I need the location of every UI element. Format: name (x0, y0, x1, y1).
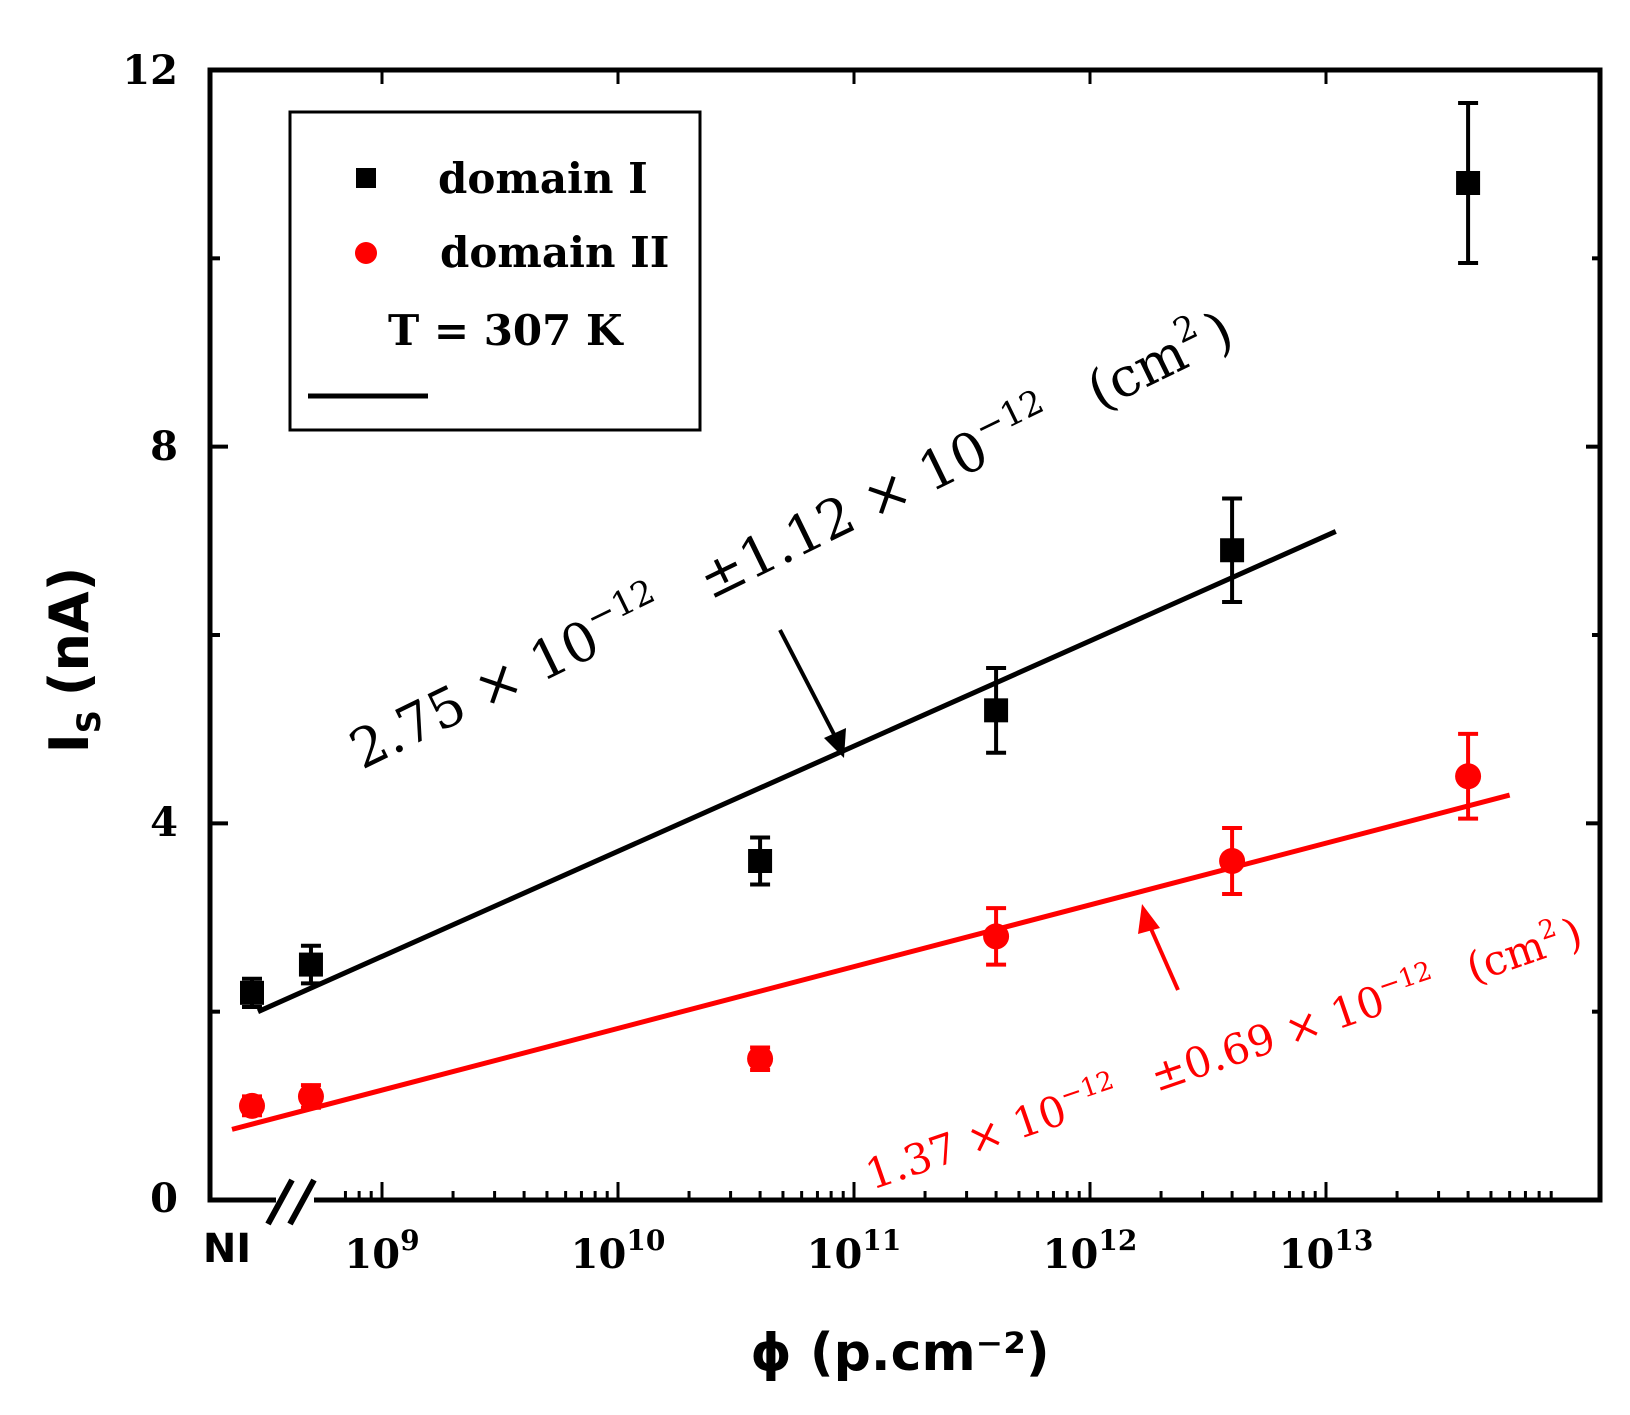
x-tick-label-NI: NI (203, 1226, 251, 1272)
point-domain-2-4 (1219, 826, 1246, 896)
fit-line-domain-2 (231, 792, 1511, 1132)
legend-label-domain-1: domain I (438, 154, 648, 203)
point-domain-1-3 (984, 665, 1009, 755)
marker-square (240, 980, 264, 1005)
point-domain-1-4 (1220, 496, 1245, 605)
ticks (210, 68, 1600, 1202)
annot1-times2: × 10 (853, 418, 998, 532)
y-axis-title: IS (nA) (38, 567, 108, 754)
marker-square (1456, 171, 1481, 195)
fit-line-domain-1 (256, 529, 1337, 1014)
annotation-domain-1-arrow (778, 629, 846, 758)
y-tick-labels: 0 4 8 12 (122, 47, 178, 1222)
y-tick-label-12: 12 (122, 47, 178, 94)
y-axis-title-main: I (38, 733, 101, 753)
marker-circle (239, 1092, 265, 1119)
axis-break (265, 1178, 317, 1226)
point-domain-1-2 (748, 835, 773, 887)
y-tick-label-4: 4 (150, 799, 178, 846)
point-domain-2-1 (297, 1083, 324, 1110)
data-points (239, 100, 1482, 1119)
marker-square (984, 698, 1009, 723)
annot2-unit-close: ) (1557, 908, 1588, 960)
x-tick-label-base: 10 (344, 1231, 400, 1278)
point-domain-1-1 (298, 943, 323, 986)
annot2-exp: −12 (1056, 1065, 1118, 1111)
y-axis-title-sub: S (70, 710, 108, 733)
x-tick-label-11: 1011 (807, 1224, 902, 1278)
y-axis-title-unit: (nA) (38, 567, 101, 697)
x-tick-label-exp: 11 (862, 1224, 901, 1257)
legend-box (288, 110, 702, 432)
annot2-mantissa: 1.37 (859, 1123, 963, 1200)
marker-circle (1455, 763, 1482, 790)
y-tick-label-0: 0 (150, 1175, 178, 1222)
marker-square (748, 849, 773, 873)
annot2-times2: × 10 (1278, 976, 1390, 1056)
annot1-exp: −12 (579, 571, 661, 638)
x-tick-label-10: 1010 (571, 1224, 666, 1278)
x-tick-label-exp: 12 (1098, 1224, 1137, 1257)
annot2-err-exp: −12 (1374, 956, 1436, 1002)
x-axis-title: ϕ (p.cm⁻²) (750, 1323, 1049, 1383)
svg-text:IS(nA): IS (nA) (38, 567, 108, 754)
annot2-unit: (cm (1460, 920, 1551, 992)
x-tick-labels: NI 109 1010 1011 1012 1013 (203, 1224, 1374, 1278)
point-domain-2-2 (747, 1045, 774, 1073)
point-domain-2-3 (983, 906, 1010, 967)
legend: domain I domain II T = 307 K (288, 110, 702, 432)
x-tick-label-exp: 10 (626, 1224, 665, 1257)
marker-circle (747, 1045, 774, 1072)
point-domain-1-0 (240, 976, 264, 1009)
annot1-err-exp: −12 (968, 382, 1050, 449)
legend-marker-domain-1 (356, 168, 376, 188)
annot1-times: × 10 (464, 607, 609, 721)
legend-marker-domain-2 (355, 242, 377, 264)
y-tick-label-8: 8 (150, 423, 178, 470)
legend-note: T = 307 K (388, 306, 624, 355)
annot1-mantissa: 2.75 (340, 672, 476, 781)
marker-circle (983, 923, 1010, 950)
annot2-err-mantissa: 0.69 (1177, 1013, 1281, 1090)
point-domain-2-0 (239, 1092, 265, 1119)
point-domain-2-5 (1455, 731, 1482, 821)
x-tick-label-base: 10 (1043, 1231, 1099, 1278)
x-tick-label-exp: 9 (400, 1224, 419, 1257)
marker-square (1220, 538, 1245, 563)
legend-label-domain-2: domain II (440, 228, 669, 277)
annotation-domain-2-arrow (1138, 904, 1180, 991)
annot1-err-mantissa: 1.12 (729, 483, 865, 592)
fit-lines (231, 529, 1511, 1132)
x-tick-label-exp: 13 (1334, 1224, 1373, 1257)
x-tick-label-base: 10 (807, 1231, 863, 1278)
x-tick-label-base: 10 (571, 1231, 627, 1278)
marker-circle (297, 1083, 324, 1110)
annot1-unit-close: ) (1196, 298, 1243, 364)
x-tick-label-base: 10 (1279, 1231, 1335, 1278)
marker-square (298, 952, 323, 977)
x-tick-label-13: 1013 (1279, 1224, 1374, 1278)
annot2-times: × 10 (960, 1085, 1072, 1165)
x-tick-label-9: 109 (344, 1224, 419, 1278)
x-tick-label-12: 1012 (1043, 1224, 1138, 1278)
marker-circle (1219, 848, 1246, 874)
point-domain-1-5 (1456, 100, 1481, 266)
